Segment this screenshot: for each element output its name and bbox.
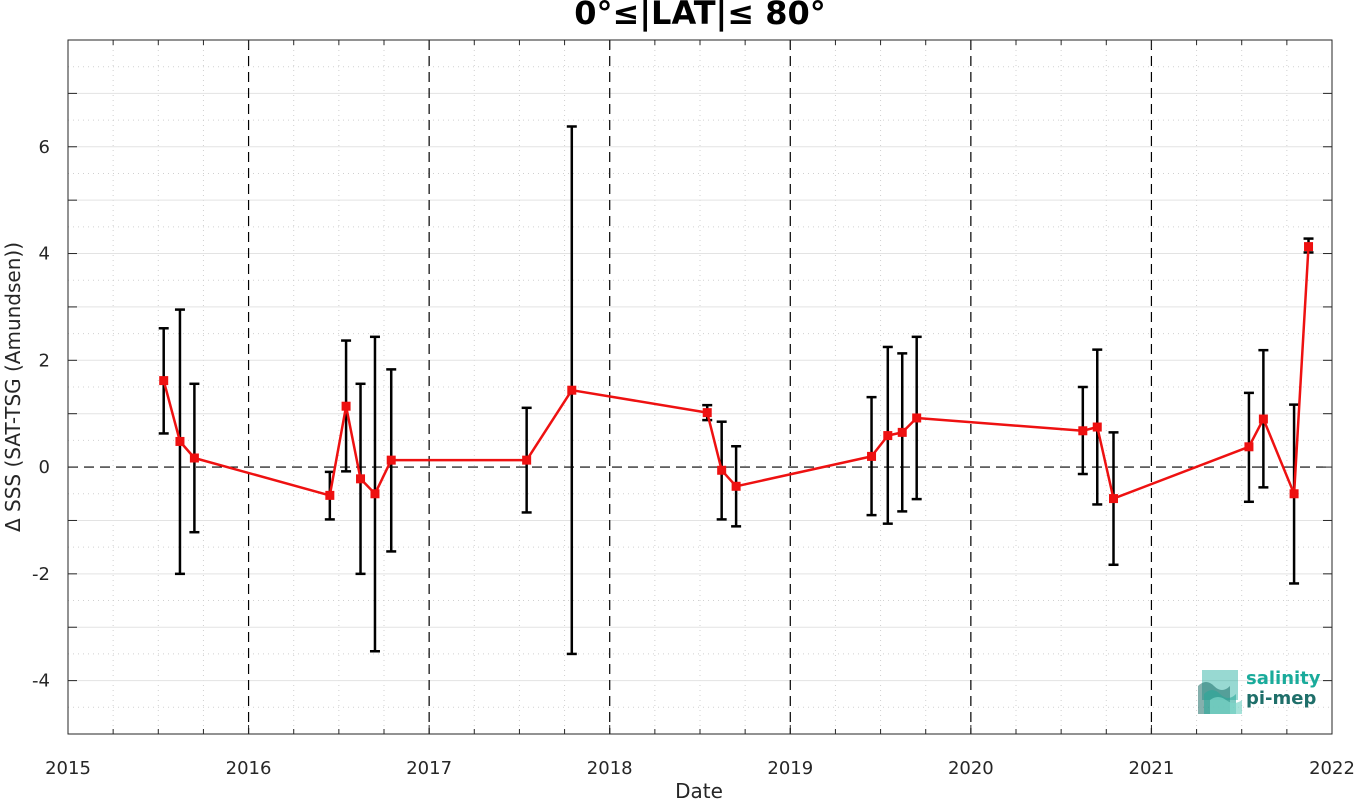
- logo-text-pimep: pi-mep: [1246, 688, 1317, 709]
- data-point-marker: [159, 376, 169, 386]
- data-point-marker: [912, 413, 922, 423]
- data-point-marker: [175, 436, 185, 446]
- data-point-marker: [356, 474, 366, 484]
- y-tick-label: 0: [39, 457, 50, 478]
- data-point-marker: [1078, 426, 1088, 436]
- x-tick-label: 2016: [226, 758, 272, 779]
- data-point-marker: [341, 401, 351, 411]
- data-point-marker: [1244, 442, 1254, 452]
- data-point-marker: [325, 490, 335, 500]
- x-tick-label: 2020: [948, 758, 994, 779]
- y-tick-label: 4: [39, 244, 50, 265]
- grid-layer: [68, 39, 1332, 735]
- data-point-marker: [717, 465, 727, 475]
- data-point-marker: [567, 385, 577, 395]
- year-separator-layer: [247, 40, 1153, 734]
- data-point-marker: [189, 453, 199, 463]
- x-tick-label: 2019: [767, 758, 813, 779]
- x-tick-label: 2017: [406, 758, 452, 779]
- data-point-marker: [1289, 489, 1299, 499]
- data-point-marker: [897, 427, 907, 437]
- y-tick-label: 6: [39, 137, 50, 158]
- y-axis-label: Δ SSS (SAT-TSG (Amundsen)): [1, 241, 25, 533]
- axes-frame: [67, 39, 1333, 735]
- data-point-marker: [1092, 422, 1102, 432]
- data-point-marker: [1258, 414, 1268, 424]
- logo-text-salinity: salinity: [1246, 668, 1321, 689]
- chart-title: 0°≤|LAT|≤ 80°: [574, 0, 826, 32]
- data-point-marker: [702, 408, 712, 418]
- data-point-marker: [386, 455, 396, 465]
- data-point-marker: [522, 455, 532, 465]
- series-line-layer: [162, 246, 1310, 500]
- data-point-marker: [1304, 242, 1314, 252]
- x-axis-label: Date: [675, 779, 723, 803]
- axes-box: [67, 39, 1333, 735]
- y-tick-label: -4: [32, 671, 50, 692]
- x-tick-label: 2015: [45, 758, 91, 779]
- data-point-marker: [867, 451, 877, 461]
- marker-layer: [159, 242, 1314, 504]
- wave-logo-icon: [1198, 670, 1242, 714]
- errorbar-layer: [158, 125, 1314, 656]
- x-tick-label: 2018: [587, 758, 633, 779]
- y-tick-layer: -4 -2 0 2 4 6: [32, 39, 1332, 735]
- y-tick-label: -2: [32, 564, 50, 585]
- series-line: [162, 246, 1310, 500]
- data-point-marker: [1109, 494, 1119, 504]
- data-point-marker: [883, 431, 893, 441]
- data-point-marker: [731, 481, 741, 491]
- salinity-pimep-logo: salinity pi-mep: [1196, 668, 1326, 716]
- data-point-marker: [370, 489, 380, 499]
- y-tick-label: 2: [39, 350, 50, 371]
- x-tick-layer: 2015 2016 2017 2018 2019 2020 2021 2022: [45, 40, 1355, 779]
- x-tick-label: 2021: [1129, 758, 1175, 779]
- x-tick-label: 2022: [1309, 758, 1355, 779]
